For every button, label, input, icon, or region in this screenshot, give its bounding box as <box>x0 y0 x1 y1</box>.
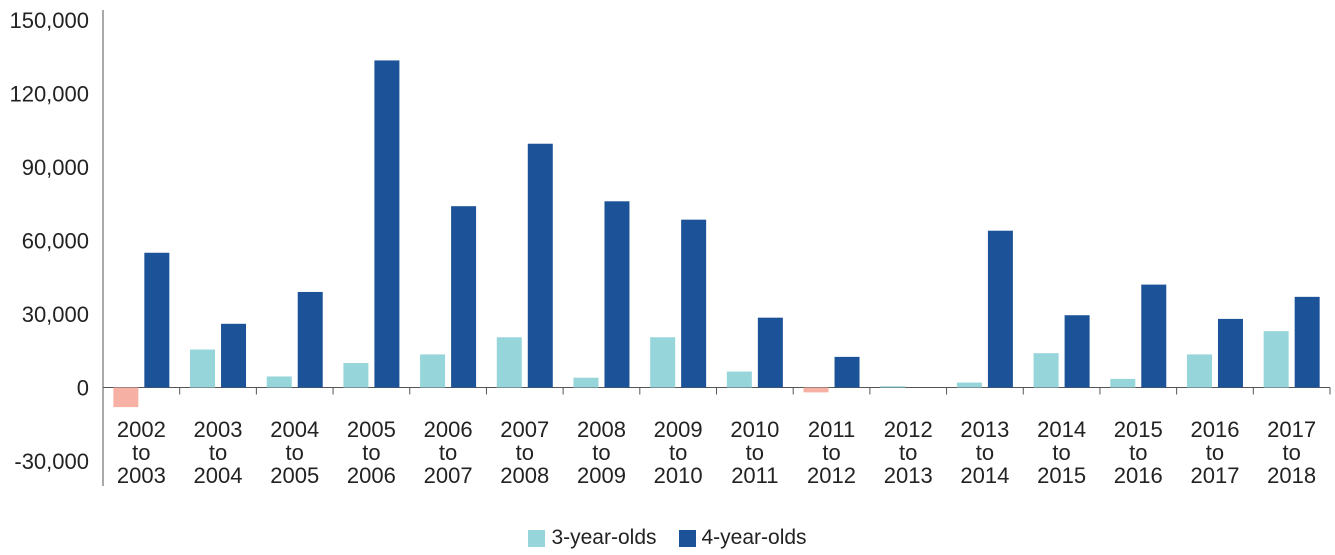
bar-3-year-olds <box>1033 353 1059 388</box>
bar-3-year-olds <box>726 371 752 388</box>
bar-3-year-olds <box>956 382 982 388</box>
bar-4-year-olds <box>297 291 323 388</box>
bar-4-year-olds <box>681 219 707 388</box>
bar-3-year-olds <box>496 337 522 388</box>
bar-4-year-olds <box>527 143 553 388</box>
bar-3-year-olds <box>113 387 139 408</box>
bar-3-year-olds <box>190 349 216 388</box>
x-tick-label: 2011 to 2012 <box>807 417 856 488</box>
bar-3-year-olds <box>1110 378 1136 388</box>
bar-4-year-olds <box>834 356 860 388</box>
bar-3-year-olds <box>266 376 292 388</box>
x-tick-label: 2003 to 2004 <box>194 417 243 488</box>
y-tick-label: 90,000 <box>22 155 89 180</box>
x-tick-label: 2007 to 2008 <box>500 417 549 488</box>
x-tick-label: 2016 to 2017 <box>1190 417 1239 488</box>
x-tick-label: 2015 to 2016 <box>1114 417 1163 488</box>
y-tick-label: 60,000 <box>22 229 89 254</box>
bar-3-year-olds <box>343 363 369 388</box>
bar-4-year-olds <box>1294 296 1320 388</box>
x-tick-label: 2006 to 2007 <box>424 417 473 488</box>
legend-label-3-year-olds: 3-year-olds <box>551 526 657 549</box>
legend-label-4-year-olds: 4-year-olds <box>701 526 807 549</box>
y-tick-label: 30,000 <box>22 302 89 327</box>
legend-swatch-3-year-olds <box>528 529 546 547</box>
bar-4-year-olds <box>374 60 400 388</box>
bar-3-year-olds <box>1263 331 1289 388</box>
x-tick-label: 2010 to 2011 <box>730 417 779 488</box>
x-tick-label: 2013 to 2014 <box>960 417 1009 488</box>
bar-4-year-olds <box>1064 315 1090 388</box>
bar-3-year-olds <box>803 387 829 393</box>
bar-3-year-olds <box>650 337 676 388</box>
bar-4-year-olds <box>221 323 247 388</box>
x-tick-label: 2014 to 2015 <box>1037 417 1086 488</box>
x-tick-label: 2005 to 2006 <box>347 417 396 488</box>
bar-4-year-olds <box>604 201 630 388</box>
y-tick-label: 120,000 <box>9 82 89 107</box>
x-tick-label: 2002 to 2003 <box>117 417 166 488</box>
x-tick-label: 2009 to 2010 <box>654 417 703 488</box>
x-tick-label: 2004 to 2005 <box>270 417 319 488</box>
legend-item-4-year-olds: 4-year-olds <box>678 526 807 550</box>
bar-4-year-olds <box>1217 318 1243 388</box>
bar-4-year-olds <box>144 252 170 388</box>
bar-3-year-olds <box>573 377 599 388</box>
bar-4-year-olds <box>757 317 783 388</box>
bar-3-year-olds <box>880 386 906 388</box>
bar-4-year-olds <box>987 230 1013 388</box>
y-tick-label: 150,000 <box>9 8 89 33</box>
x-tick-label: 2008 to 2009 <box>577 417 626 488</box>
bar-3-year-olds <box>1186 354 1212 388</box>
legend: 3-year-olds 4-year-olds <box>0 526 1335 550</box>
bar-4-year-olds <box>451 206 477 388</box>
y-tick-label: -30,000 <box>14 449 89 474</box>
bar-3-year-olds <box>420 354 446 388</box>
x-tick-label: 2017 to 2018 <box>1267 417 1316 488</box>
legend-swatch-4-year-olds <box>678 529 696 547</box>
x-tick-label: 2012 to 2013 <box>884 417 933 488</box>
legend-item-3-year-olds: 3-year-olds <box>528 526 657 550</box>
bar-4-year-olds <box>1141 284 1167 388</box>
y-tick-label: 0 <box>77 376 89 401</box>
